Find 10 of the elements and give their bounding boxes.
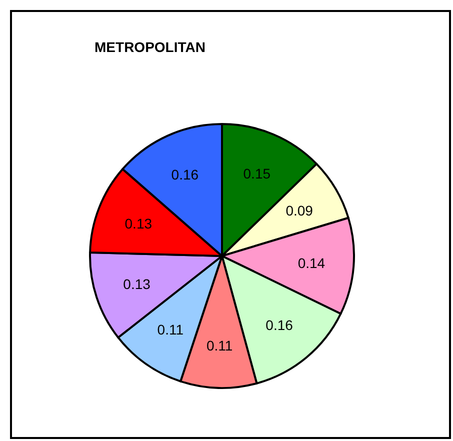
data-label: 0.15 [243,165,271,182]
data-label: 0.14 [298,255,326,272]
data-label: 0.13 [123,276,151,292]
data-label: 0.11 [157,321,184,338]
chart-title: METROPOLITAN [94,39,206,55]
data-label: 0.16 [266,317,294,334]
data-label: 0.11 [206,338,233,354]
data-label: 0.13 [124,215,152,232]
data-label: 0.16 [171,166,199,182]
data-label: 0.09 [286,202,314,218]
